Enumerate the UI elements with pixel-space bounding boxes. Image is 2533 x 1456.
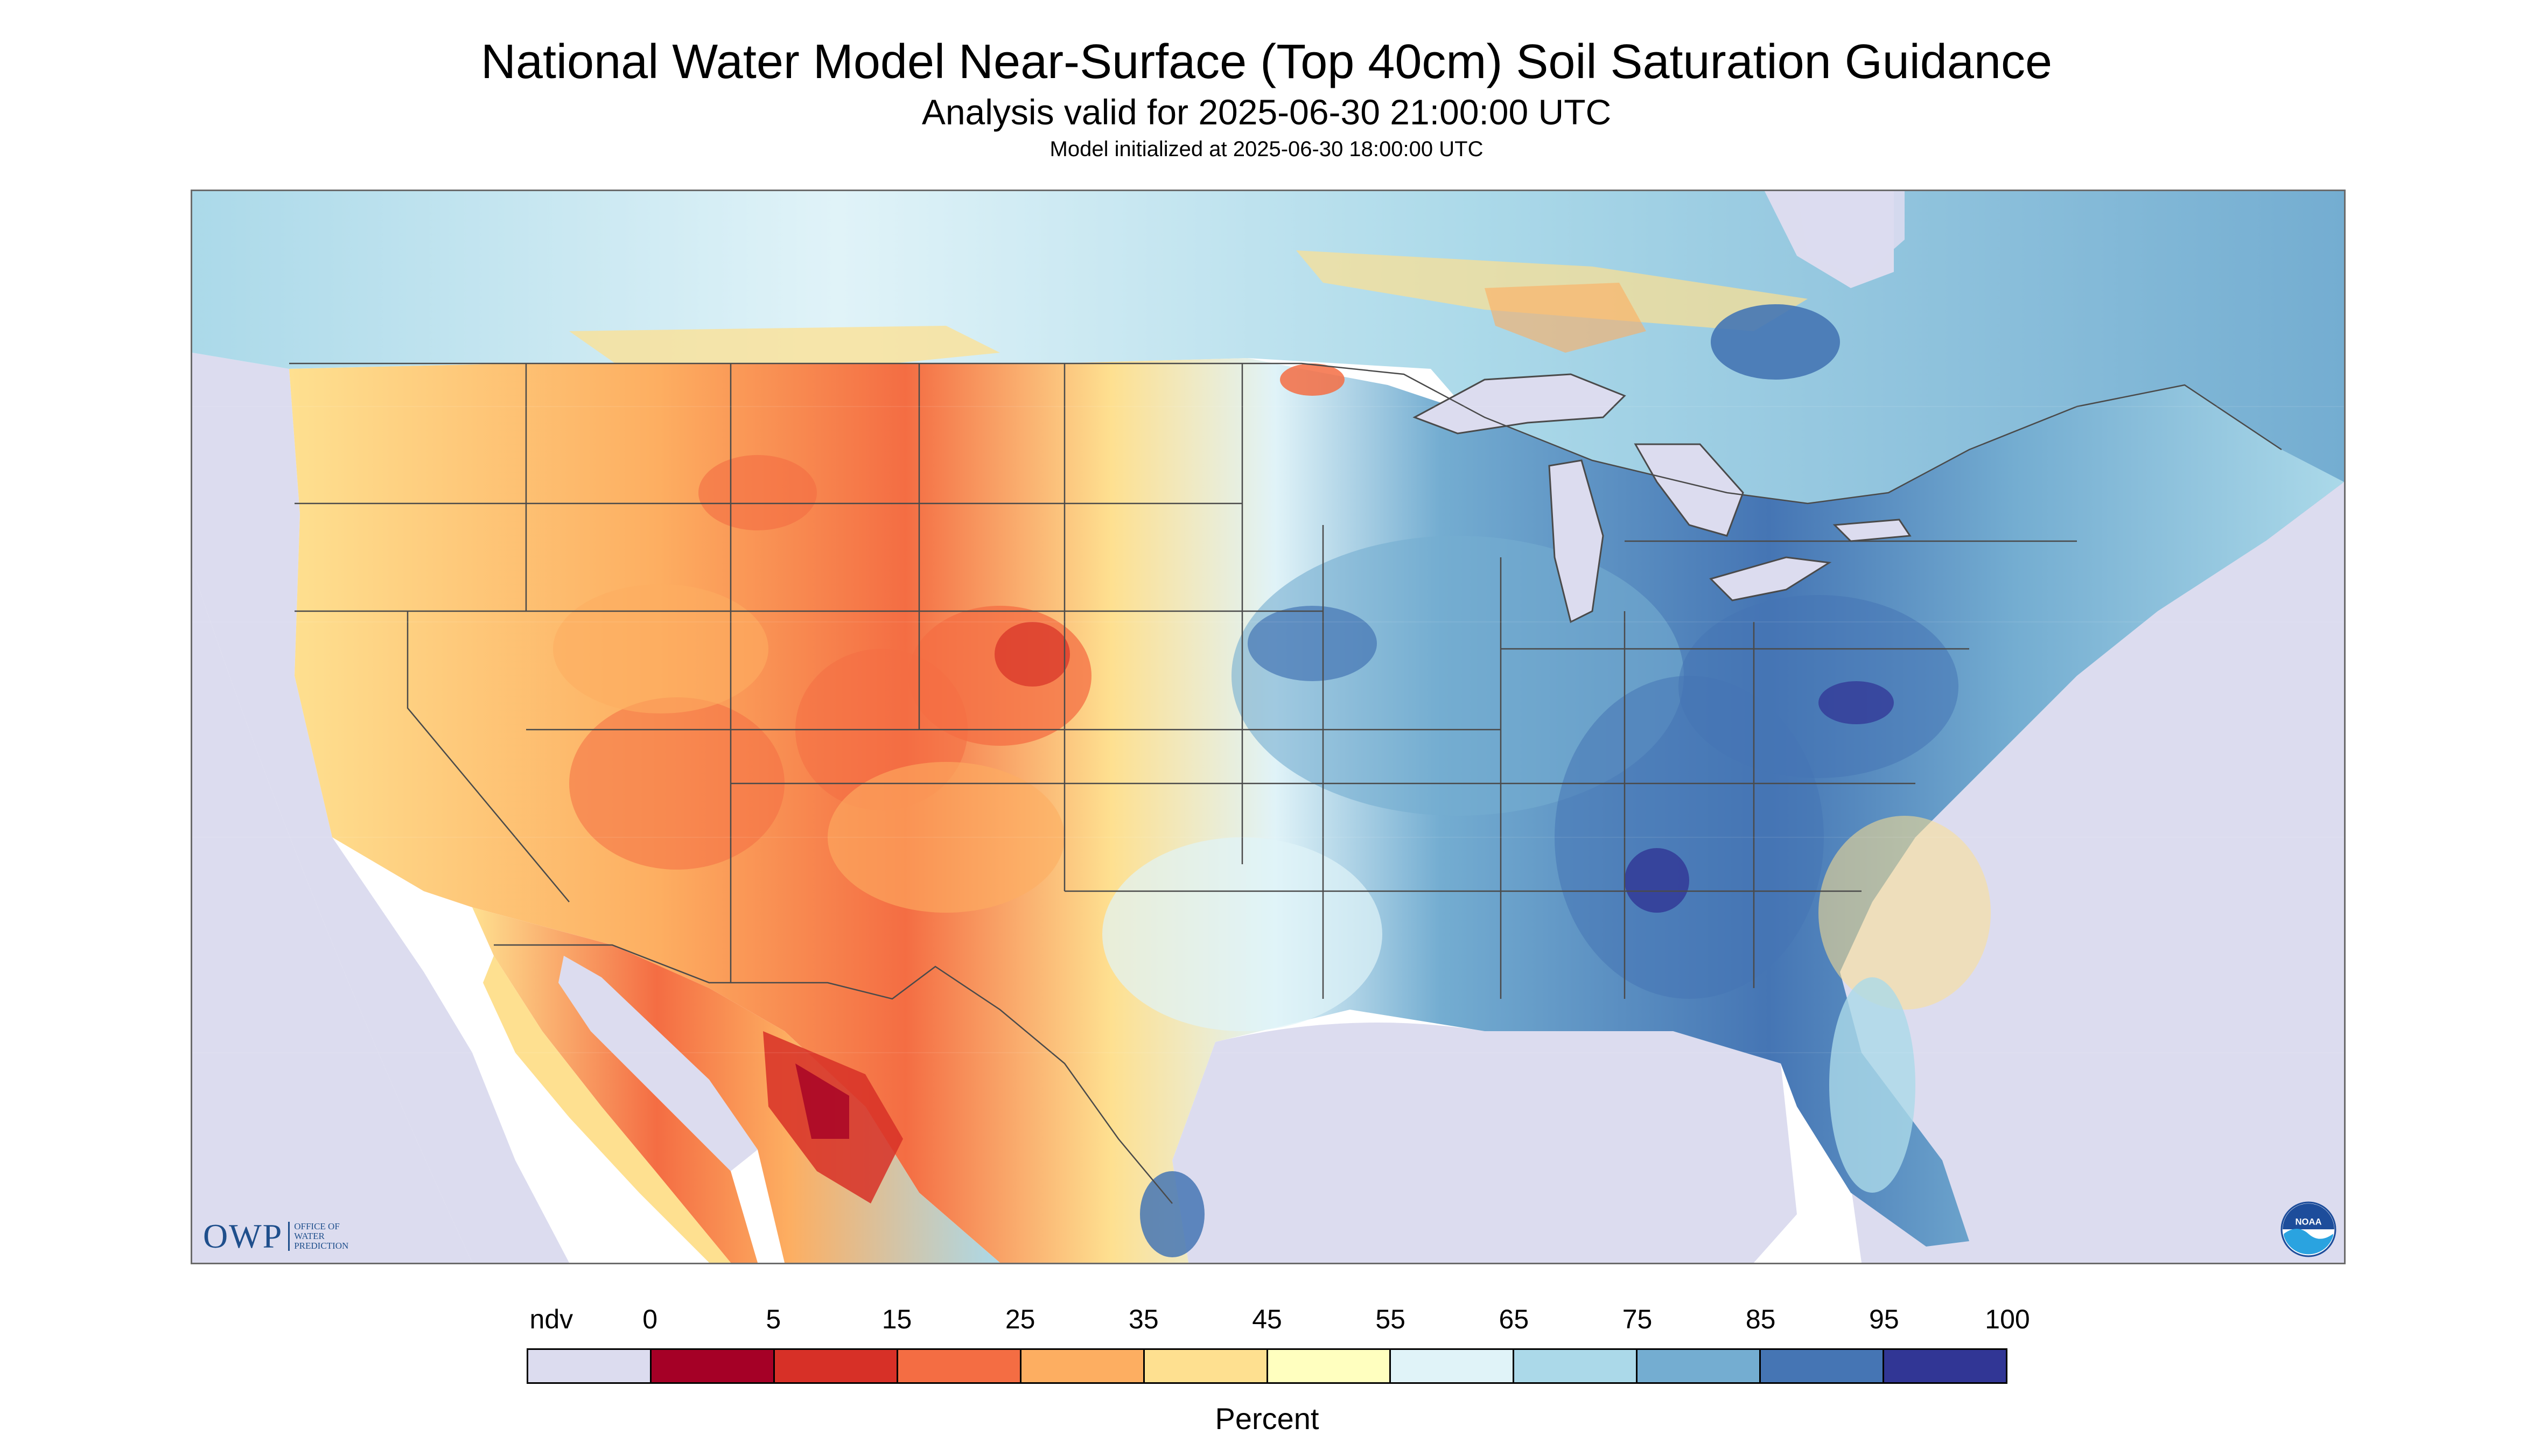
legend-swatch — [528, 1350, 652, 1382]
lake-huron — [1634, 443, 1744, 537]
political-boundaries — [289, 362, 2282, 1204]
legend-tick-label: 25 — [1005, 1304, 1035, 1334]
legend-units: Percent — [1215, 1402, 1319, 1436]
legend-swatch — [1144, 1350, 1268, 1382]
legend-tick-label: 65 — [1499, 1304, 1529, 1334]
gulf-of-california — [558, 956, 758, 1171]
canada-region — [192, 191, 2344, 590]
legend-tick-label: 55 — [1375, 1304, 1405, 1334]
model-init-time: Model initialized at 2025-06-30 18:00:00… — [1049, 137, 1484, 161]
legend-swatch — [1761, 1350, 1885, 1382]
color-legend: ndv 0 5 15 25 35 45 55 65 75 85 95 100 Percent — [527, 1292, 2030, 1454]
legend-tick-label: 85 — [1745, 1304, 1776, 1334]
owp-name: OFFICE OF WATER PREDICTION — [288, 1222, 348, 1251]
legend-tick-label: 100 — [1985, 1304, 2030, 1334]
analysis-valid-time: Analysis valid for 2025-06-30 21:00:00 U… — [921, 92, 1612, 132]
baja-california — [483, 956, 731, 1263]
legend-color-bar — [527, 1348, 2007, 1384]
legend-swatch — [774, 1350, 898, 1382]
owp-abbrev: OWP — [203, 1217, 283, 1255]
legend-tick-label: 0 — [642, 1304, 658, 1334]
map-title: National Water Model Near-Surface (Top 4… — [480, 35, 2052, 89]
gulf-of-mexico — [1172, 1023, 1797, 1263]
legend-tick-label: 95 — [1869, 1304, 1899, 1334]
legend-swatch — [1638, 1350, 1761, 1382]
svg-text:NOAA: NOAA — [2296, 1217, 2322, 1227]
map-canvas — [192, 191, 2344, 1263]
legend-swatch — [1268, 1350, 1391, 1382]
legend-swatch — [1021, 1350, 1145, 1382]
lake-erie — [1709, 556, 1832, 601]
legend-tick-label: 75 — [1622, 1304, 1653, 1334]
legend-labels: ndv 0 5 15 25 35 45 55 65 75 85 95 100 — [527, 1292, 2030, 1335]
lake-ontario — [1832, 519, 1912, 542]
legend-swatch — [651, 1350, 775, 1382]
conus-region — [289, 358, 2344, 1263]
soil-saturation-map: OWP OFFICE OF WATER PREDICTION NOAA — [191, 190, 2346, 1264]
legend-swatch — [898, 1350, 1021, 1382]
legend-tick-label: 5 — [766, 1304, 781, 1334]
lake-superior — [1412, 373, 1626, 435]
legend-swatch — [1514, 1350, 1638, 1382]
lake-michigan — [1548, 459, 1604, 624]
legend-swatch — [1391, 1350, 1515, 1382]
legend-tick-label: 45 — [1252, 1304, 1282, 1334]
atlantic-ocean — [1808, 482, 2344, 1263]
legend-tick-label: ndv — [529, 1304, 573, 1334]
owp-logo: OWP OFFICE OF WATER PREDICTION — [203, 1216, 348, 1256]
pacific-ocean — [192, 353, 569, 1263]
ndv-region-west — [192, 568, 472, 1263]
noaa-logo-icon: NOAA — [2280, 1201, 2336, 1257]
legend-swatch — [1884, 1350, 2006, 1382]
legend-tick-label: 15 — [881, 1304, 912, 1334]
legend-tick-label: 35 — [1129, 1304, 1159, 1334]
